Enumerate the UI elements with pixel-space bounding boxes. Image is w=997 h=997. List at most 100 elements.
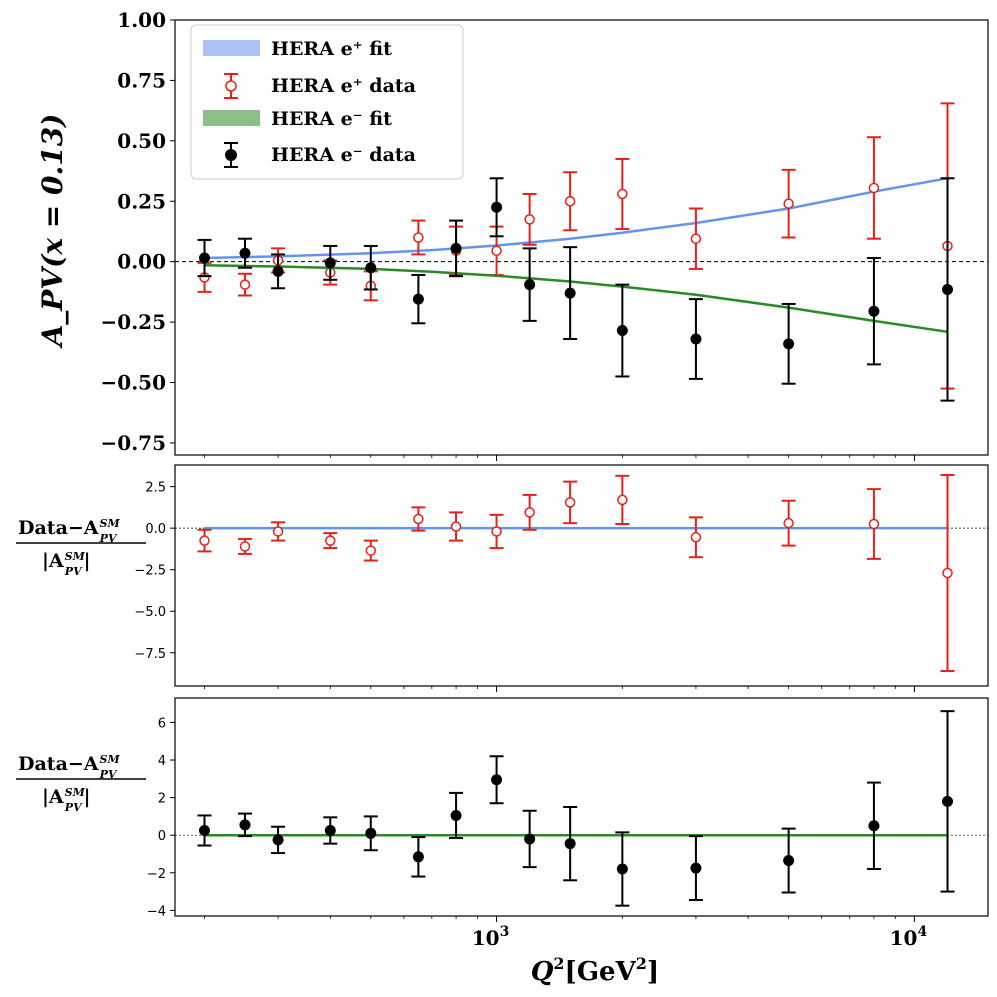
x-tick-label-1: 104 (890, 924, 928, 950)
hera-e-data-point-7-marker (491, 774, 503, 786)
hera-e-data-point-12 (781, 499, 796, 547)
hera-e-data-point-12-marker (783, 855, 795, 867)
y-tick-label-2-5: −4 (147, 904, 166, 919)
hera-e-data-point-8-marker (524, 507, 535, 518)
hera-e-data-point-4-marker (365, 545, 377, 556)
hera-e-data-point-8 (522, 493, 537, 531)
hera-e-data-point-10-marker (617, 188, 628, 200)
hera-e-data-point-10-marker (616, 863, 628, 875)
hera-e-data-point-12-marker (783, 198, 794, 209)
hera-e-data-point-0 (197, 261, 212, 293)
hera-e-data-point-3-marker (324, 257, 336, 269)
hera-e-data-point-11 (688, 835, 703, 902)
hera-e-data-point-12 (781, 827, 796, 894)
hera-e-data-point-9-marker (564, 287, 576, 299)
hera-e-data-point-9-marker (564, 497, 576, 508)
hera-e-data-point-10 (615, 157, 630, 231)
hera-e-data-point-6-marker (450, 521, 462, 532)
hera-e-data-point-11 (688, 298, 703, 380)
hera-e-data-point-11-marker (690, 333, 702, 345)
y-tick-label-2-0: 6 (158, 716, 166, 731)
plot-frame-2 (174, 697, 989, 917)
hera-e-data-point-1-marker (239, 541, 251, 552)
legend-ep-data-marker (224, 73, 238, 99)
hera-e-data-point-8 (522, 247, 537, 322)
hera-e-data-point-7-marker (491, 526, 502, 537)
hera-e-data-point-7-marker (491, 201, 503, 213)
hera-e-data-point-13-marker (868, 518, 880, 530)
hera-e-data-point-9-marker (564, 838, 576, 850)
hera-e-data-point-1 (237, 237, 252, 269)
y-tick-label-2-4: −2 (147, 867, 166, 882)
hera-e-data-point-5-marker (413, 513, 424, 525)
hera-e-data-point-5-marker (412, 293, 424, 305)
hera-e-data-point-8-marker (524, 214, 535, 225)
hera-e-data-point-10 (615, 474, 630, 525)
hera-e-data-point-10-marker (616, 325, 628, 337)
y-tick-label-1-4: −7.5 (134, 647, 166, 662)
y-tick-label-0-2: 0.50 (117, 129, 166, 153)
plot-area-2 (197, 710, 955, 907)
x-tick-label-0: 103 (472, 924, 510, 950)
hera-e-data-point-12-marker (783, 338, 795, 350)
hera-e-data-point-1 (237, 537, 252, 555)
y-tick-label-2-3: 0 (158, 829, 166, 844)
y-tick-label-1-1: 0.0 (145, 522, 166, 537)
hera-e-data-point-9 (563, 806, 578, 882)
hera-e-data-point-13-marker (868, 305, 880, 317)
hera-e-data-point-1 (237, 272, 252, 297)
hera-e-fit-curve (204, 264, 948, 334)
hera-e-data-point-2-marker (272, 265, 284, 277)
hera-e-data-point-14-marker (942, 567, 953, 579)
hera-e-data-point-10-marker (617, 494, 628, 506)
hera-e-data-point-10 (615, 831, 630, 907)
electron-residual-y-label: Data−ASM PV |ASM PV | (16, 753, 146, 814)
x-axis-label: Q2[GeV2] (531, 954, 659, 987)
y-tick-label-0-3: 0.25 (117, 189, 166, 213)
hera-e-fit-curve (204, 177, 948, 260)
y-tick-label-1-2: −2.5 (134, 564, 166, 579)
hera-e-data-point-13 (866, 781, 881, 871)
hera-e-data-point-6 (449, 219, 464, 278)
main-asymmetry-panel: 1.00 0.75 0.50 0.25 0.00 −0.25 −0.50 −0.75 (101, 8, 989, 461)
hera-e-data-point-4 (363, 244, 378, 291)
hera-e-data-point-4-marker (365, 827, 377, 839)
plot-frame-1 (174, 464, 989, 687)
hera-e-data-point-2 (271, 253, 286, 290)
hera-e-data-point-13 (866, 257, 881, 366)
hera-e-data-point-0-marker (198, 252, 210, 264)
hera-e-data-point-9 (563, 171, 578, 232)
hera-e-data-point-0-marker (199, 535, 210, 546)
legend-em-fit-swatch (203, 110, 260, 126)
hera-e-data-point-5 (411, 219, 426, 256)
hera-e-data-point-11-marker (690, 532, 702, 543)
hera-e-data-point-5 (411, 836, 426, 878)
hera-e-data-point-0 (197, 814, 212, 847)
hera-e-data-point-0-marker (198, 824, 210, 836)
hera-e-data-point-13 (866, 136, 881, 240)
hera-e-data-point-3-marker (324, 824, 336, 836)
hera-e-data-point-11 (688, 207, 703, 270)
hera-e-data-point-9 (563, 246, 578, 340)
legend-frame (190, 24, 464, 180)
y-tick-label-2-1: 4 (158, 754, 166, 769)
legend-label-em-data: HERA e⁻ data (271, 144, 416, 166)
hera-e-data-point-1-marker (239, 247, 251, 259)
y-tick-label-0-0: 1.00 (117, 8, 166, 32)
hera-e-data-point-7 (489, 755, 504, 805)
legend: HERA e⁺ fit HERA e⁺ data HERA e⁻ fit HER… (190, 24, 464, 180)
y-tick-label-0-1: 0.75 (117, 68, 166, 92)
hera-e-data-point-6-marker (450, 242, 462, 254)
legend-label-ep-fit: HERA e⁺ fit (271, 38, 392, 60)
y-tick-label-0-7: −0.75 (101, 431, 166, 455)
legend-label-ep-data: HERA e⁺ data (271, 75, 416, 97)
hera-e-data-point-5 (411, 273, 426, 325)
positron-residual-panel: 2.5 0.0 −2.5 −5.0 −7.5 (134, 464, 989, 692)
hera-e-data-point-5 (411, 506, 426, 532)
hera-e-data-point-13-marker (868, 182, 880, 194)
y-tick-label-0-4: 0.00 (117, 250, 166, 274)
hera-e-data-point-3 (323, 532, 338, 550)
